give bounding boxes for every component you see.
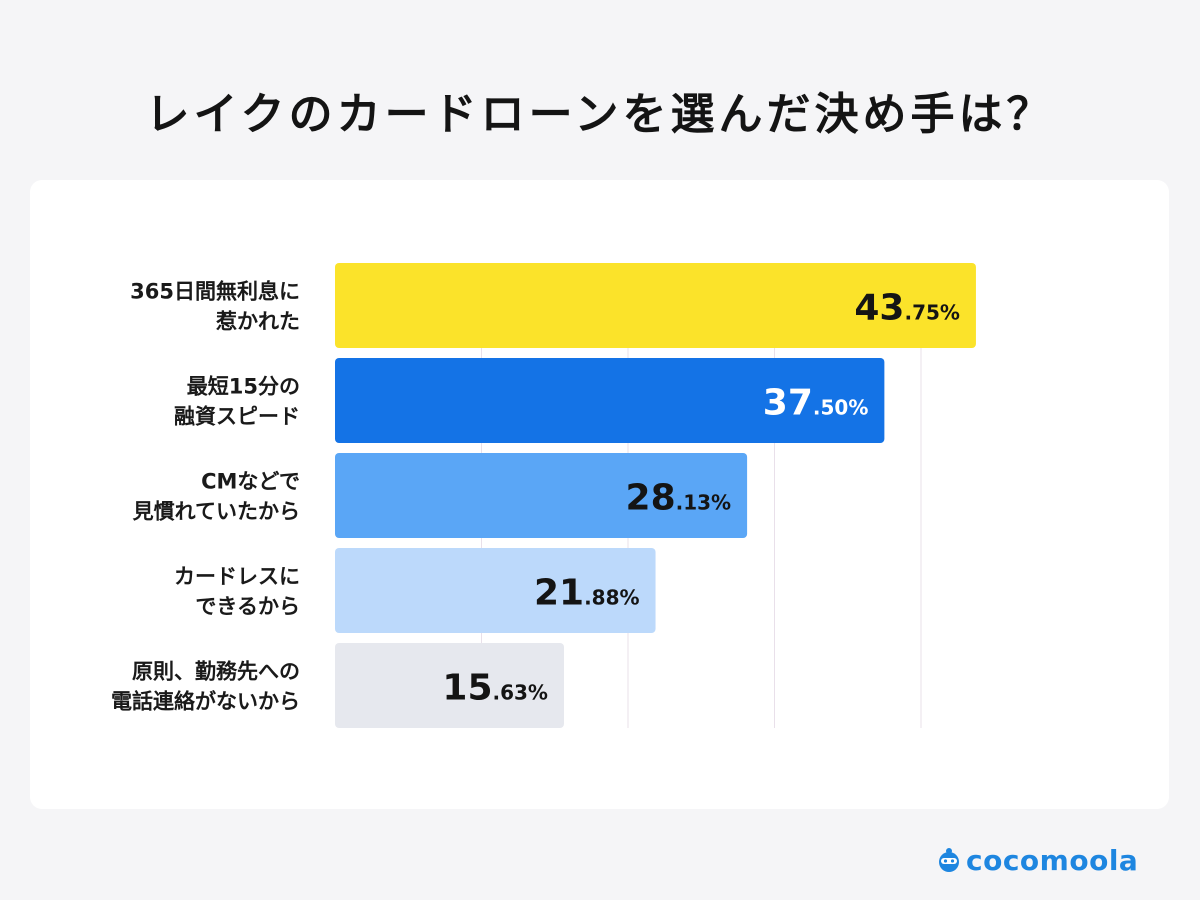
brand-name: cocomoola — [966, 843, 1139, 877]
category-label: 見慣れていたから — [133, 500, 300, 524]
value-label: 28.13% — [626, 478, 732, 519]
value-label: 21.88% — [534, 573, 640, 614]
chart-card: 365日間無利息に惹かれた 43.75% 最短15分の融資スピード 37.50% CMな… — [30, 180, 1169, 809]
brand-logo: cocomoola — [936, 840, 1138, 880]
category-label: カードレスに — [174, 565, 300, 589]
category-label: できるから — [195, 595, 300, 619]
category-label: 惹かれた — [216, 310, 300, 334]
bar — [335, 643, 564, 728]
value-label: 37.50% — [763, 383, 869, 424]
mascot-icon — [939, 848, 959, 872]
category-label: 融資スピード — [174, 405, 300, 429]
category-label: 原則、勤務先への — [132, 660, 300, 684]
category-label: 最短15分の — [187, 375, 300, 399]
bar — [335, 453, 748, 538]
bar — [335, 263, 976, 348]
category-label: 電話連絡がないから — [111, 690, 300, 714]
value-label: 43.75% — [854, 288, 960, 329]
bar — [335, 548, 656, 633]
category-label: CMなどで — [201, 470, 300, 494]
bar — [335, 358, 885, 443]
value-label: 15.63% — [442, 668, 548, 709]
category-label: 365日間無利息に — [130, 280, 300, 304]
page-title: レイクのカードローンを選んだ決め手は？ — [145, 89, 1055, 140]
